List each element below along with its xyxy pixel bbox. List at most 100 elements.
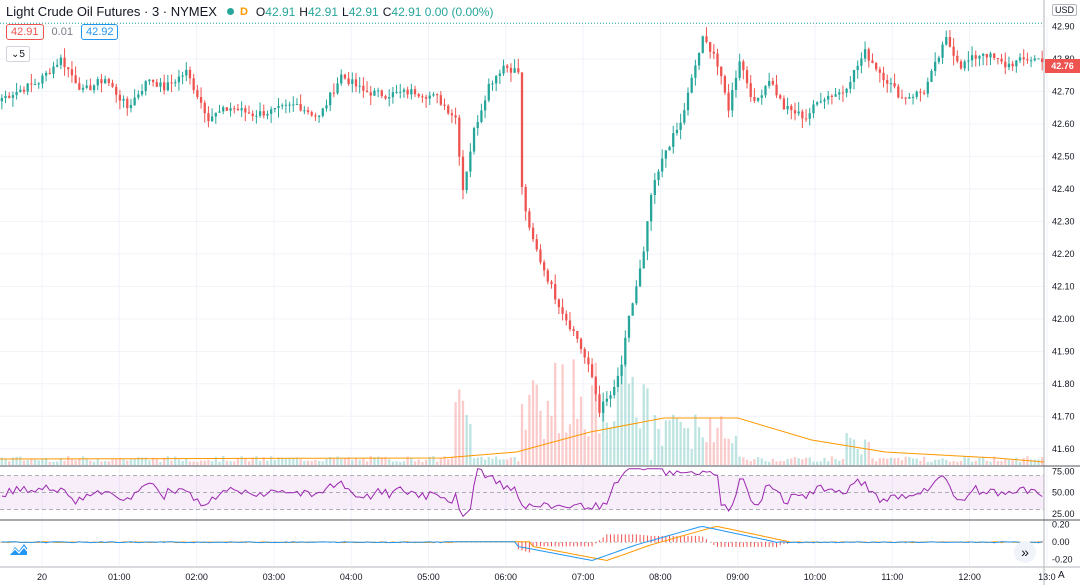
scroll-to-realtime-button[interactable]: » — [1014, 541, 1036, 563]
candle — [399, 91, 402, 93]
volume-bar — [192, 461, 195, 465]
ohlc-close-key: C — [382, 4, 392, 19]
candle — [247, 112, 251, 114]
candle — [196, 90, 199, 97]
volume-bar — [225, 460, 229, 465]
candle — [945, 37, 948, 45]
auto-scale-button[interactable]: A — [1058, 570, 1065, 581]
volume-bar — [690, 449, 693, 465]
volume-bar — [476, 457, 479, 465]
ohlc-high-value: 42.91 — [307, 4, 338, 19]
ohlc-open-value: 42.91 — [265, 4, 296, 19]
volume-bar — [450, 457, 454, 465]
volume-bar — [893, 458, 896, 465]
currency-label[interactable]: USD — [1052, 4, 1078, 16]
candle — [1015, 60, 1018, 67]
candle — [934, 61, 937, 71]
candle — [325, 105, 328, 109]
candle — [33, 84, 37, 86]
volume-bar — [590, 385, 594, 465]
volume-bar — [37, 460, 40, 465]
volume-bar — [354, 457, 358, 465]
candle — [148, 79, 151, 82]
candle — [712, 51, 715, 54]
volume-bar — [52, 461, 55, 465]
volume-bar — [782, 460, 786, 465]
candle — [233, 108, 236, 110]
volume-bar — [177, 459, 181, 465]
candle — [0, 98, 3, 102]
candle — [941, 44, 944, 58]
time-tick-label: 04:00 — [340, 572, 363, 582]
volume-bar — [915, 458, 918, 465]
volume-bar — [454, 402, 457, 465]
candle — [358, 85, 361, 87]
candle — [535, 239, 538, 250]
volume-bar — [996, 461, 1000, 465]
buy-button[interactable]: 42.92 — [80, 24, 119, 40]
candle — [277, 106, 280, 109]
tradingview-logo-icon[interactable] — [8, 542, 28, 556]
volume-bar — [483, 459, 487, 465]
candle — [779, 95, 782, 99]
volume-bar — [424, 459, 428, 465]
volume-bar — [325, 458, 328, 465]
volume-bar — [1015, 457, 1018, 465]
volume-bar — [528, 394, 531, 465]
candle — [613, 386, 616, 396]
sell-button[interactable]: 42.91 — [6, 24, 44, 40]
volume-bar — [133, 459, 136, 465]
volume-bar — [804, 457, 808, 465]
candle — [594, 377, 597, 395]
volume-bar — [572, 359, 575, 465]
volume-bar — [779, 460, 782, 465]
candle — [517, 68, 520, 73]
candle — [126, 98, 129, 109]
candle — [893, 83, 896, 87]
volume-bar — [277, 457, 280, 465]
candle — [22, 89, 26, 92]
candle — [764, 85, 767, 96]
candle — [886, 80, 889, 84]
candle — [742, 61, 745, 71]
candle — [875, 62, 878, 70]
volume-bar — [140, 457, 144, 465]
candle — [89, 85, 92, 91]
volume-bar — [292, 457, 295, 465]
volume-bar — [672, 414, 675, 465]
volume-bar — [8, 461, 11, 465]
volume-bar — [948, 461, 952, 465]
price-tick-label: 42.20 — [1052, 249, 1075, 259]
candle — [900, 97, 904, 99]
volume-bar — [808, 457, 811, 465]
candle — [354, 79, 358, 87]
volume-bar — [443, 456, 446, 465]
volume-bar — [882, 458, 885, 465]
candle — [469, 151, 472, 172]
volume-bar — [978, 458, 981, 465]
candle — [646, 221, 649, 252]
chevron-down-icon: ⌄ — [11, 48, 20, 60]
symbol-title[interactable]: Light Crude Oil Futures · 3 · NYMEX — [6, 4, 217, 19]
price-tick-label: 42.80 — [1052, 54, 1075, 64]
price-tick-label: 42.50 — [1052, 151, 1075, 161]
candle — [867, 49, 870, 61]
candle — [406, 89, 409, 95]
volume-bar — [624, 359, 627, 465]
candle — [1004, 61, 1007, 68]
price-tick-label: 42.60 — [1052, 119, 1075, 129]
volume-bar — [439, 458, 442, 465]
volume-bar — [819, 461, 822, 465]
candle — [4, 95, 7, 99]
candle — [199, 96, 203, 103]
price-tick-label: 41.90 — [1052, 346, 1075, 356]
price-tick-label: 41.80 — [1052, 379, 1075, 389]
candle — [432, 94, 435, 96]
candle — [41, 75, 44, 84]
candle — [255, 115, 258, 117]
indicators-toggle-button[interactable]: ⌄ 5 — [6, 46, 30, 62]
volume-bar — [513, 457, 516, 465]
candle — [908, 97, 911, 99]
candle — [56, 64, 59, 67]
